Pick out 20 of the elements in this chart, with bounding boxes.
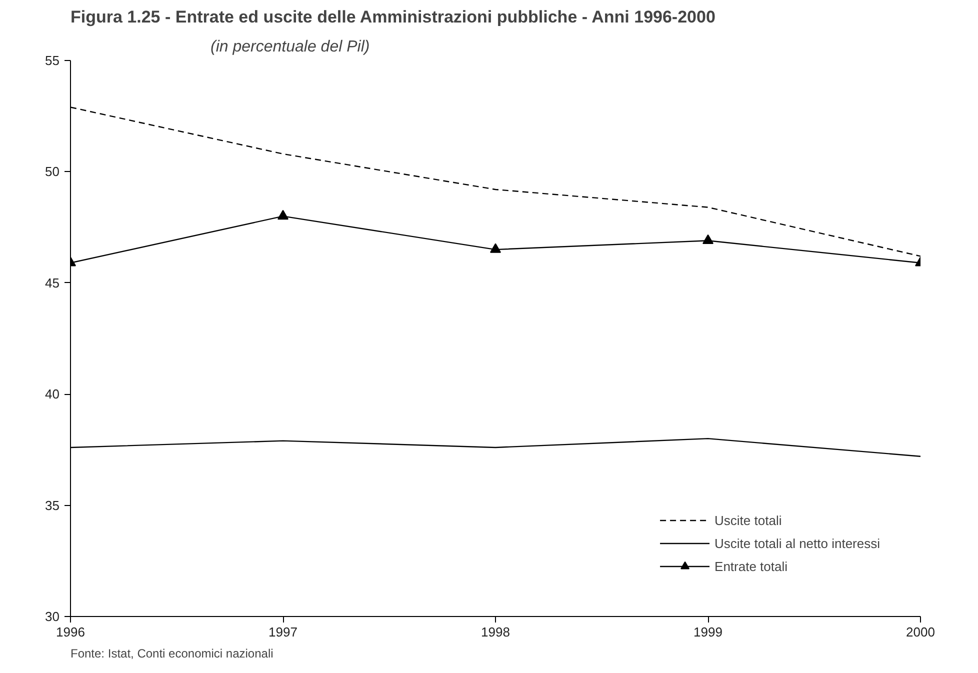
legend-label: Uscite totali al netto interessi xyxy=(714,536,880,550)
y-tick-label: 45 xyxy=(45,275,60,290)
x-tick-label: 1999 xyxy=(694,624,722,640)
source-note: Fonte: Istat, Conti economici nazionali xyxy=(70,646,274,660)
x-tick-label: 1996 xyxy=(56,624,85,640)
point xyxy=(490,243,501,253)
legend-label: Uscite totali xyxy=(714,512,782,528)
x-tick-label: 1997 xyxy=(268,624,298,640)
y-tick-label: 55 xyxy=(45,53,60,68)
y-tick-label: 40 xyxy=(45,386,60,402)
x-tick-label: 1998 xyxy=(481,624,510,640)
chart-title: Figura 1.25 - Entrate ed uscite delle Amministrazioni pubbliche - Anni 1996-2000 xyxy=(70,8,716,26)
y-tick-label: 50 xyxy=(45,164,60,180)
legend-label: Entrate totali xyxy=(714,558,788,574)
x-tick-label: 2000 xyxy=(906,624,935,640)
chart-subtitle: (in percentuale del Pil) xyxy=(210,38,370,56)
point xyxy=(278,210,288,220)
y-tick-label: 35 xyxy=(45,498,60,513)
y-tick-label: 30 xyxy=(45,609,60,624)
point xyxy=(702,234,714,244)
